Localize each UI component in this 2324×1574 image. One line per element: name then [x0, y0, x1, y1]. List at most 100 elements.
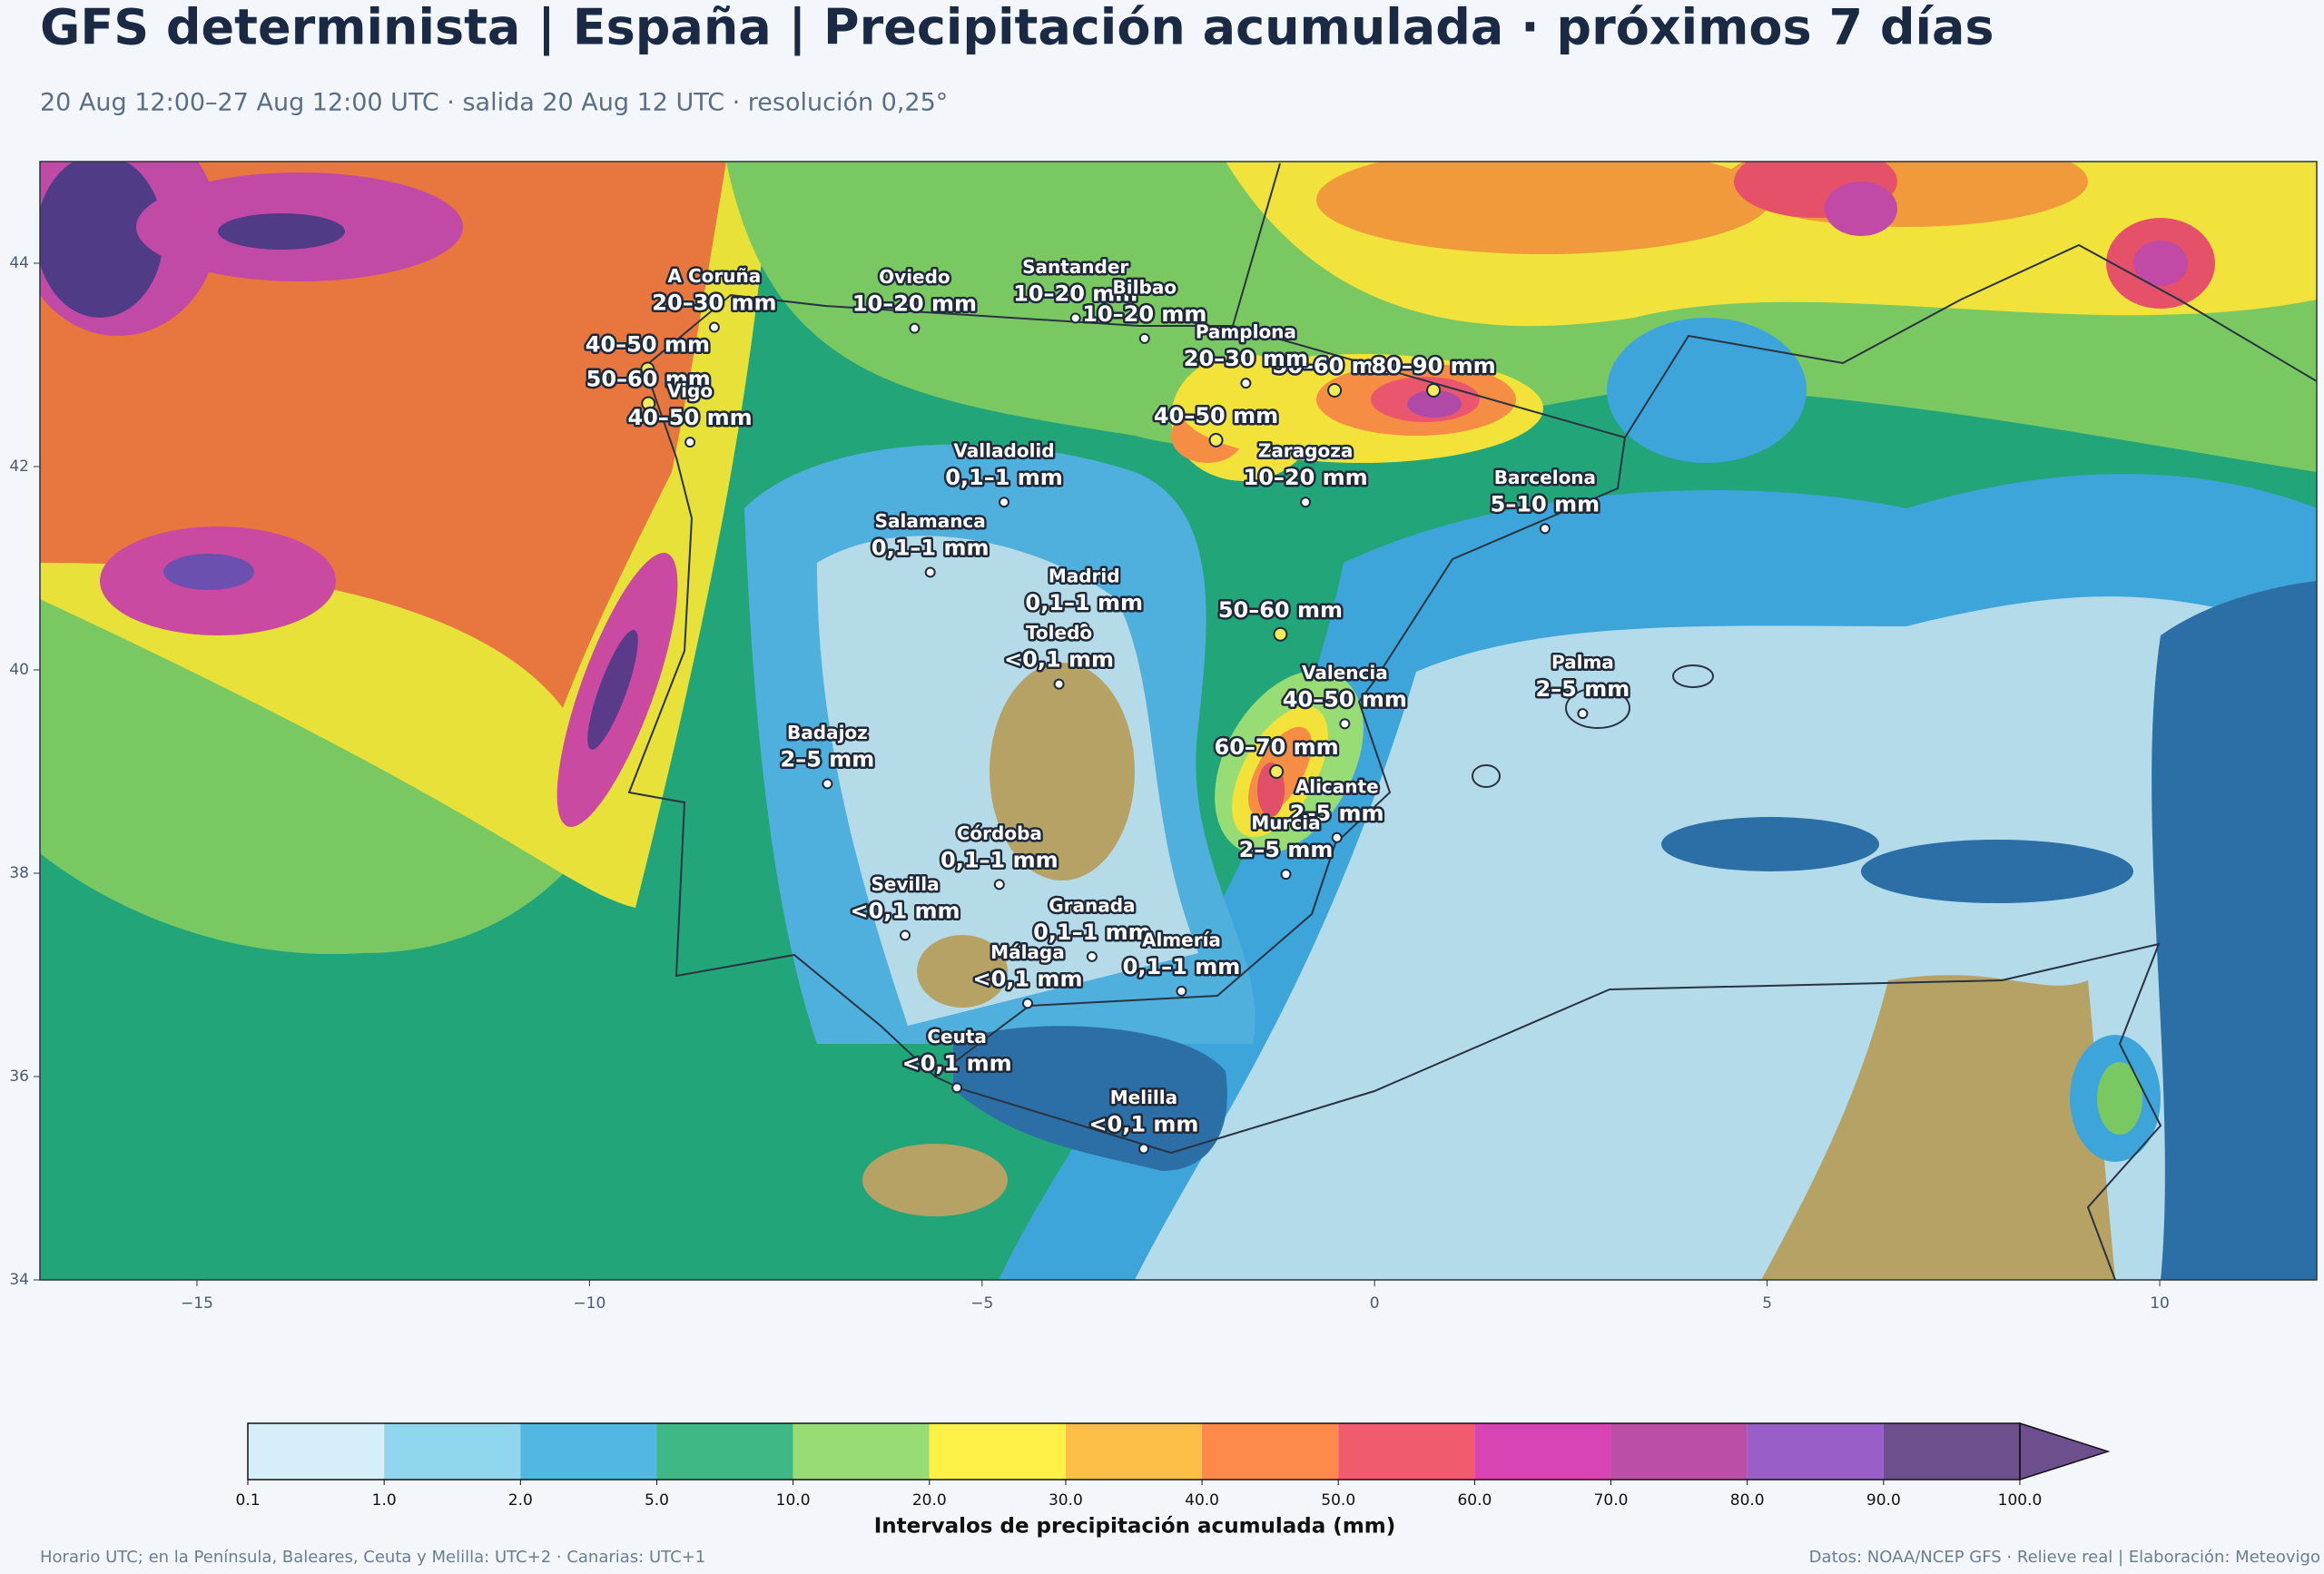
place-label: 5–10 mm — [1491, 491, 1600, 516]
colorbar-tick-label: 40.0 — [1185, 1491, 1219, 1510]
place-name: Almería — [1142, 929, 1221, 950]
colorbar-bin — [1065, 1423, 1203, 1480]
maximum-dot — [640, 361, 655, 377]
subtitle: 20 Aug 12:00–27 Aug 12:00 UTC · salida 2… — [40, 89, 948, 117]
y-tick-label: 44 — [9, 254, 29, 272]
y-tick-label: 36 — [9, 1067, 29, 1086]
y-tick-label: 38 — [9, 864, 29, 882]
footer-right: Datos: NOAA/NCEP GFS · Relieve real | El… — [1809, 1548, 2320, 1567]
place-label: 2–5 mm — [1535, 676, 1630, 702]
colorbar-tick-label: 50.0 — [1321, 1491, 1355, 1510]
place-dot — [993, 879, 1005, 890]
colorbar-bin — [384, 1423, 521, 1480]
place-dot — [1300, 497, 1312, 508]
colorbar-bin — [520, 1423, 657, 1480]
place-label: <0,1 mm — [1004, 647, 1114, 673]
place-dot — [924, 566, 936, 578]
place-label: 20–30 mm — [652, 290, 776, 316]
place-name: Bilbao — [1113, 276, 1177, 298]
colorbar-tick-label: 70.0 — [1594, 1491, 1629, 1510]
colorbar-tick-label: 1.0 — [372, 1491, 397, 1510]
maximum-label: 60–70 mm — [1215, 734, 1339, 760]
place-name: Melilla — [1110, 1087, 1177, 1108]
place-label: 0,1–1 mm — [1025, 590, 1143, 615]
x-tick-label: 10 — [2150, 1294, 2170, 1313]
colorbar-extend — [2019, 1422, 2111, 1481]
place-dot — [1280, 869, 1292, 880]
place-name: Valencia — [1302, 662, 1388, 684]
place-label: <0,1 mm — [972, 966, 1082, 991]
colorbar-bin — [929, 1423, 1066, 1480]
place-name: Alicante — [1295, 775, 1379, 797]
colorbar-bin — [1610, 1423, 1748, 1480]
place-name: Pamplona — [1196, 321, 1296, 343]
place-dot — [1539, 523, 1551, 535]
place-label: 2–5 mm — [1239, 837, 1334, 862]
maximum-dot — [641, 396, 656, 411]
place-name: Córdoba — [957, 822, 1042, 844]
place-label: 10–20 mm — [1244, 465, 1368, 490]
place-name: Valladolid — [953, 440, 1054, 462]
place-label: 10–20 mm — [852, 291, 977, 317]
colorbar-bin — [1338, 1423, 1475, 1480]
place-label: 0,1–1 mm — [940, 847, 1059, 872]
place-name: Santander — [1022, 256, 1128, 278]
place-label: <0,1 mm — [902, 1050, 1012, 1076]
place-name: Vigo — [667, 380, 713, 402]
x-tick-label: −5 — [970, 1294, 993, 1313]
colorbar-tick-label: 0.1 — [235, 1491, 260, 1510]
maximum-label: 50–60 mm — [1273, 353, 1397, 379]
footer-left: Horario UTC; en la Península, Baleares, … — [40, 1548, 705, 1567]
place-dot — [1086, 950, 1098, 962]
colorbar-bin — [1202, 1423, 1339, 1480]
place-dot — [1331, 831, 1343, 843]
x-tick-label: 5 — [1762, 1294, 1772, 1313]
colorbar-tick-label: 90.0 — [1866, 1491, 1901, 1510]
place-name: Toledo — [1026, 622, 1092, 644]
colorbar-bin — [1747, 1423, 1884, 1480]
place-label: 2–5 mm — [781, 746, 875, 772]
maximum-dot — [1269, 764, 1285, 779]
place-label: 0,1–1 mm — [1123, 954, 1241, 979]
title: GFS determinista | España | Precipitació… — [40, 0, 1994, 56]
place-dot — [1577, 708, 1589, 720]
place-dot — [1138, 332, 1150, 344]
colorbar-tick-label: 20.0 — [912, 1491, 947, 1510]
colorbar-tick-label: 100.0 — [1998, 1491, 2043, 1510]
place-name: Palma — [1551, 652, 1614, 674]
colorbar-tick-label: 5.0 — [645, 1491, 669, 1510]
y-tick-label: 40 — [9, 661, 29, 679]
colorbar-tick-label: 60.0 — [1457, 1491, 1492, 1510]
colorbar-bin — [793, 1423, 930, 1480]
colorbar-bin — [656, 1423, 793, 1480]
place-dot — [1069, 312, 1081, 324]
place-dot — [1339, 718, 1351, 730]
place-name: Málaga — [990, 941, 1065, 963]
maximum-label: 40–50 mm — [586, 331, 710, 357]
place-label: 10–20 mm — [1013, 280, 1137, 306]
maximum-dot — [1208, 432, 1224, 448]
place-name: Zaragoza — [1258, 440, 1354, 462]
place-dot — [708, 321, 720, 333]
place-label: 20–30 mm — [1184, 346, 1308, 371]
place-name: A Coruña — [668, 265, 762, 287]
place-label: 40–50 mm — [1283, 686, 1407, 712]
maximum-dot — [1327, 383, 1343, 398]
colorbar-tick-label: 30.0 — [1049, 1491, 1083, 1510]
place-label: 0,1–1 mm — [872, 535, 990, 560]
place-name: Madrid — [1049, 565, 1120, 586]
place-dot — [1176, 985, 1187, 997]
place-name: Murcia — [1251, 812, 1320, 834]
colorbar-frame — [247, 1422, 2021, 1481]
place-dot — [1078, 621, 1090, 633]
place-dot — [1021, 998, 1033, 1009]
precip-field — [40, 162, 2317, 1280]
maximum-dot — [1273, 626, 1288, 642]
place-dot — [999, 497, 1010, 508]
place-label: 0,1–1 mm — [1033, 920, 1151, 945]
place-name: Granada — [1049, 894, 1135, 916]
place-dot — [1240, 378, 1252, 389]
place-dot — [1137, 1143, 1149, 1155]
colorbar-bin — [1883, 1423, 2020, 1480]
